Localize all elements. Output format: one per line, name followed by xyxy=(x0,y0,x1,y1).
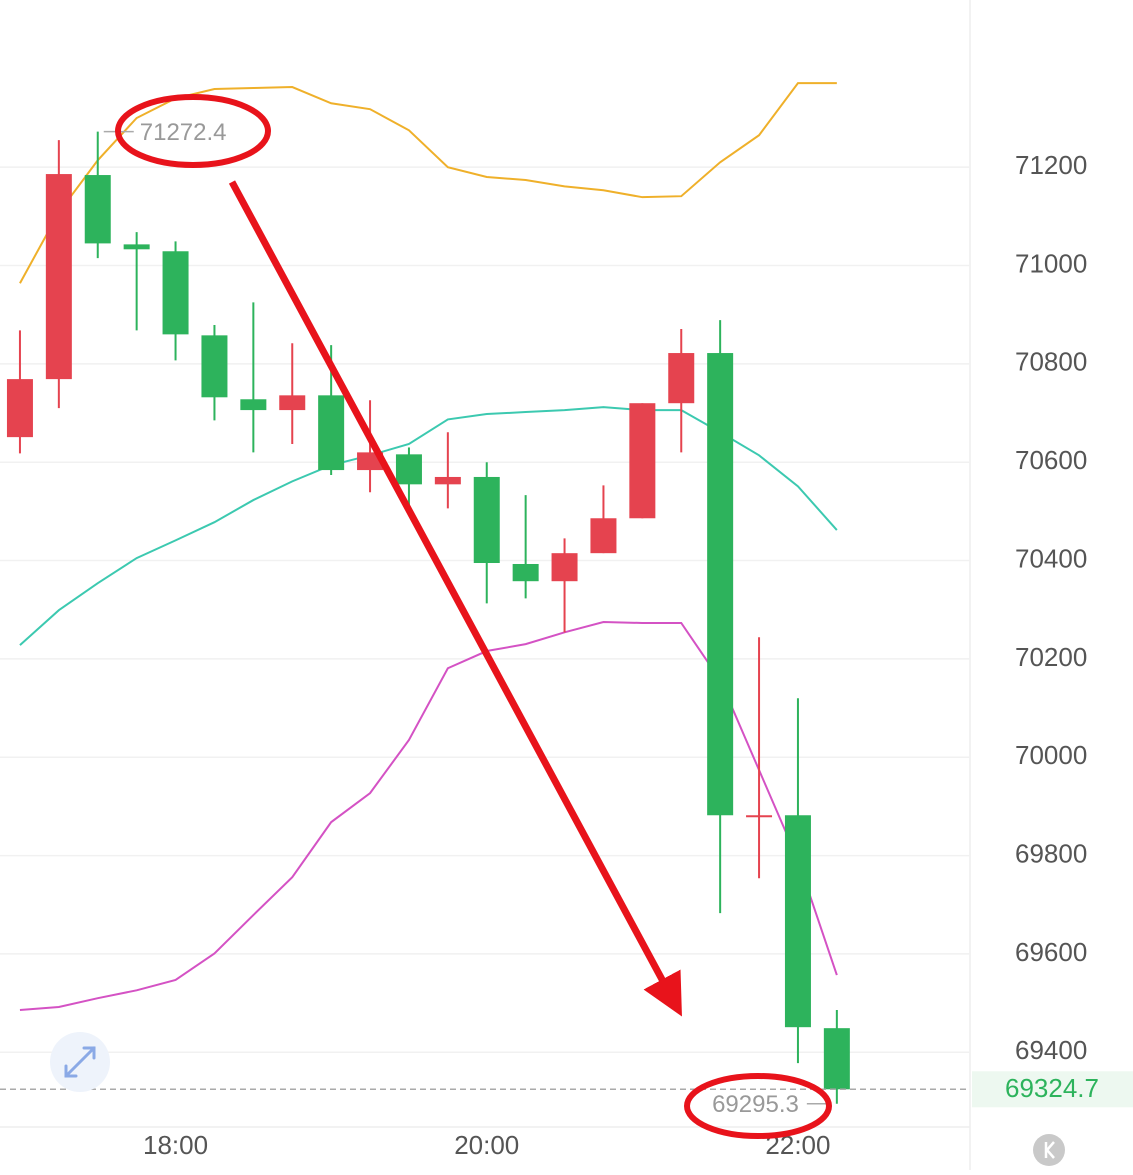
candle-body xyxy=(629,403,656,519)
candle-body xyxy=(201,335,228,398)
y-tick-label: 70800 xyxy=(1015,347,1087,377)
last-price-tag xyxy=(972,1071,1133,1108)
candle-body xyxy=(784,815,811,1028)
y-tick-label: 69800 xyxy=(1015,838,1087,868)
arrow xyxy=(228,180,682,1017)
candle-body xyxy=(84,175,111,244)
candle-body xyxy=(279,395,306,411)
candle-body xyxy=(668,353,695,404)
candle-body xyxy=(746,815,773,818)
candle-body xyxy=(551,553,578,582)
band-line xyxy=(19,406,838,646)
min-label: 69295.3 xyxy=(712,1091,799,1118)
highlight-circle xyxy=(684,1073,832,1139)
grid xyxy=(0,166,970,1054)
y-tick-label: 69400 xyxy=(1015,1035,1087,1065)
y-tick-label: 71000 xyxy=(1015,248,1087,278)
expand-button[interactable] xyxy=(50,1032,110,1092)
candle-body xyxy=(512,563,539,582)
candle-body xyxy=(590,518,617,554)
last-price-label: 69324.7 xyxy=(1005,1073,1099,1103)
candle-body xyxy=(162,251,189,335)
y-tick-label: 70200 xyxy=(1015,642,1087,672)
highlight-circle xyxy=(115,94,271,168)
candles xyxy=(6,131,850,1104)
collapse-button[interactable] xyxy=(1033,1134,1065,1166)
band-line xyxy=(19,621,838,1011)
candle-body xyxy=(707,353,734,816)
y-tick-label: 70400 xyxy=(1015,543,1087,573)
y-tick-label: 71200 xyxy=(1015,150,1087,180)
x-tick-label: 18:00 xyxy=(143,1130,208,1160)
max-label: 71272.4 xyxy=(140,119,227,146)
y-tick-label: 70000 xyxy=(1015,740,1087,770)
candle-body xyxy=(823,1028,850,1090)
candle-body xyxy=(473,476,500,564)
candle-body xyxy=(434,476,461,485)
labels: 69400 69600 69800 70000 70200 70400 70600 70800… xyxy=(0,119,1133,1160)
overlays xyxy=(19,82,838,1011)
candle-body xyxy=(318,395,345,471)
candle-body xyxy=(240,399,267,411)
y-tick-label: 69600 xyxy=(1015,937,1087,967)
band-line xyxy=(19,82,837,284)
y-tick-label: 70600 xyxy=(1015,445,1087,475)
candle-body xyxy=(395,454,422,485)
candle-body xyxy=(123,244,150,250)
x-tick-label: 20:00 xyxy=(454,1130,519,1160)
candle-body xyxy=(6,379,33,438)
candle-body xyxy=(45,174,72,380)
